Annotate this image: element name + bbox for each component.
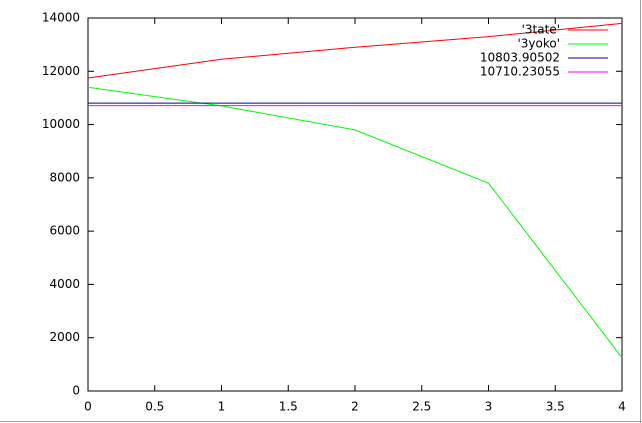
- x-tick-label: 1.5: [279, 400, 298, 414]
- series-line: [87, 86, 623, 359]
- y-tick-label: 8000: [49, 170, 80, 184]
- y-tick-label: 12000: [42, 64, 80, 78]
- legend-label: 10710.23055: [480, 65, 560, 79]
- x-tick-label: 2: [351, 400, 359, 414]
- y-tick-label: 2000: [49, 330, 80, 344]
- x-tick-label: 1: [218, 400, 226, 414]
- x-tick-label: 0.5: [145, 400, 164, 414]
- x-tick-label: 3.5: [546, 400, 565, 414]
- x-tick-label: 2.5: [412, 400, 431, 414]
- y-tick-label: 0: [72, 384, 80, 398]
- x-tick-label: 3: [485, 400, 493, 414]
- y-tick-label: 4000: [49, 277, 80, 291]
- y-tick-label: 10000: [42, 117, 80, 131]
- legend-label: '3tate': [522, 23, 560, 37]
- series-line: [87, 22, 623, 79]
- legend-label: 10803.90502: [480, 51, 560, 65]
- y-tick-label: 14000: [42, 11, 80, 25]
- y-tick-label: 6000: [49, 224, 80, 238]
- legend-label: '3yoko': [517, 37, 560, 51]
- x-tick-label: 4: [618, 400, 626, 414]
- plot-frame: [87, 17, 623, 392]
- x-tick-label: 0: [84, 400, 92, 414]
